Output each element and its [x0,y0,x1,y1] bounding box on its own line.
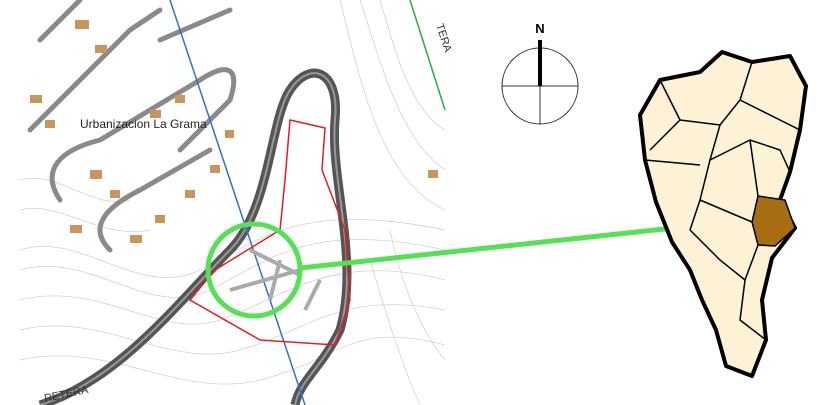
arrow-shaft [299,219,731,271]
plot-outline [188,119,351,346]
place-label: Urbanizacion La Grama [80,117,207,131]
island-map [638,50,808,378]
north-label: N [535,21,544,36]
highlight-circle [205,221,303,319]
map-background [20,0,445,405]
green-line [409,0,446,111]
boundary-line [169,0,306,405]
contour-lines [19,0,446,405]
plot-paths [229,248,322,311]
north-arrow: N [501,21,579,125]
buildings [30,20,438,243]
island-outline [638,50,808,378]
municipal-boundaries [644,61,801,341]
topographic-map: Urbanizacion La Grama TERA RETERA [19,0,454,405]
